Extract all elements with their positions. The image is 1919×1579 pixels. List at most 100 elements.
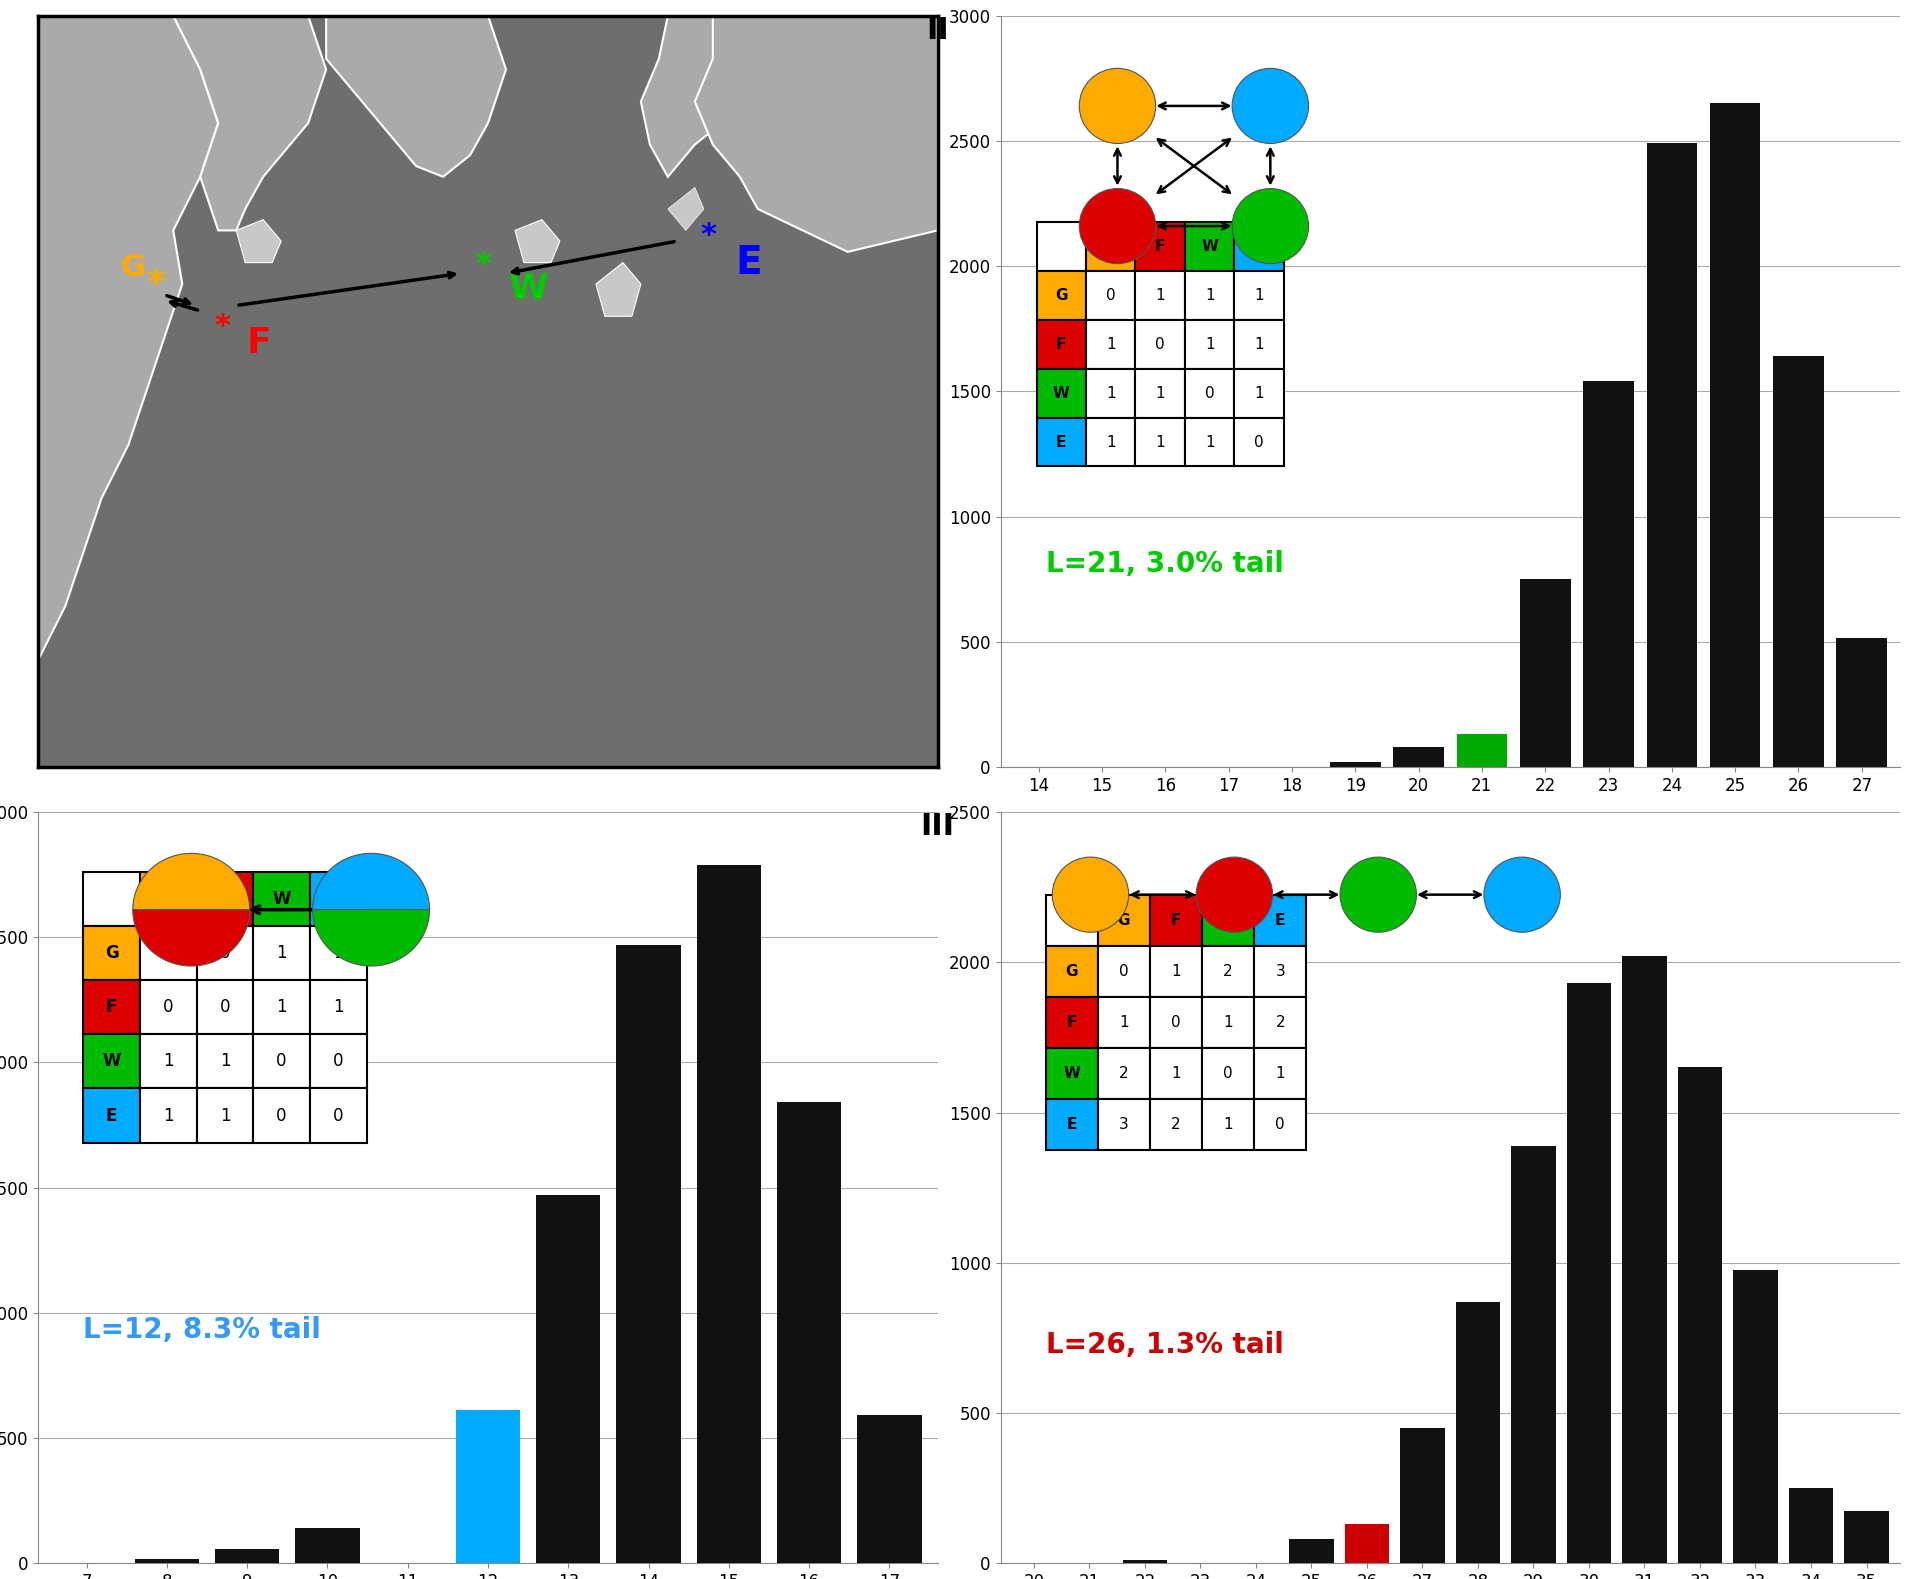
Bar xyxy=(1149,1048,1201,1099)
Bar xyxy=(1836,638,1886,767)
Bar xyxy=(1234,369,1284,418)
Bar xyxy=(196,927,253,981)
Bar xyxy=(1149,1099,1201,1150)
Ellipse shape xyxy=(1232,188,1309,264)
Text: 1: 1 xyxy=(276,998,288,1017)
Text: E: E xyxy=(1067,1116,1077,1132)
Bar xyxy=(1401,1427,1445,1563)
Ellipse shape xyxy=(1339,857,1416,932)
Bar xyxy=(1184,418,1234,466)
Text: E: E xyxy=(1253,240,1265,254)
Bar xyxy=(253,1034,311,1088)
Text: W: W xyxy=(272,891,292,908)
Bar xyxy=(1046,1099,1098,1150)
Bar xyxy=(1036,223,1086,272)
Bar xyxy=(1201,1099,1255,1150)
PathPatch shape xyxy=(132,910,249,966)
Bar xyxy=(253,1088,311,1143)
Bar xyxy=(1184,369,1234,418)
Bar xyxy=(858,1415,921,1563)
Bar xyxy=(1086,272,1136,321)
Text: F: F xyxy=(1155,240,1165,254)
Bar xyxy=(1098,1099,1149,1150)
Polygon shape xyxy=(38,16,219,660)
Polygon shape xyxy=(326,16,507,177)
Text: W: W xyxy=(1054,385,1069,401)
Text: 1: 1 xyxy=(1105,385,1115,401)
Bar xyxy=(616,944,681,1563)
Bar xyxy=(1457,1301,1501,1563)
Text: G: G xyxy=(1055,287,1067,303)
Bar xyxy=(1123,1560,1167,1563)
Bar xyxy=(1201,996,1255,1048)
Bar xyxy=(1622,957,1668,1563)
Text: G: G xyxy=(1117,913,1130,928)
Text: 0: 0 xyxy=(276,1053,286,1071)
Bar xyxy=(1136,272,1184,321)
Bar xyxy=(1184,321,1234,369)
Text: 0: 0 xyxy=(1205,385,1215,401)
Text: F: F xyxy=(106,998,117,1017)
Text: F: F xyxy=(1055,336,1067,352)
Bar xyxy=(1345,1524,1389,1563)
Polygon shape xyxy=(668,188,704,231)
Text: 1: 1 xyxy=(334,998,344,1017)
Text: E: E xyxy=(1055,434,1067,450)
Text: 0: 0 xyxy=(334,1107,344,1124)
Bar xyxy=(1234,418,1284,466)
Bar xyxy=(1184,223,1234,272)
Text: G: G xyxy=(1065,963,1078,979)
Text: E: E xyxy=(332,891,344,908)
Bar xyxy=(140,1034,196,1088)
Bar xyxy=(1086,418,1136,466)
Bar xyxy=(1844,1511,1888,1563)
Text: E: E xyxy=(735,243,762,281)
Bar xyxy=(311,1034,367,1088)
Text: III: III xyxy=(921,812,954,842)
Bar xyxy=(1046,1048,1098,1099)
Bar xyxy=(1290,1540,1334,1563)
Text: *: * xyxy=(476,249,491,279)
Text: *: * xyxy=(700,221,716,251)
Text: 1: 1 xyxy=(1171,963,1180,979)
Text: G: G xyxy=(1105,240,1117,254)
Bar xyxy=(1255,946,1307,996)
Bar xyxy=(1566,984,1612,1563)
Text: 1: 1 xyxy=(1255,287,1265,303)
Bar xyxy=(296,1528,359,1563)
Text: F: F xyxy=(246,327,271,360)
Text: W: W xyxy=(509,273,549,306)
Text: G: G xyxy=(121,254,146,283)
Bar xyxy=(1457,734,1506,767)
Bar xyxy=(311,927,367,981)
Text: L=21, 3.0% tail: L=21, 3.0% tail xyxy=(1046,549,1284,578)
Text: 0: 0 xyxy=(219,944,230,962)
Text: 0: 0 xyxy=(219,998,230,1017)
Bar xyxy=(1098,1048,1149,1099)
Bar xyxy=(1098,895,1149,946)
Text: 0: 0 xyxy=(163,944,173,962)
Bar xyxy=(1647,144,1696,767)
Ellipse shape xyxy=(1232,68,1309,144)
Text: 1: 1 xyxy=(334,944,344,962)
Text: W: W xyxy=(1220,913,1236,928)
Ellipse shape xyxy=(1196,857,1272,932)
Text: 1: 1 xyxy=(1205,336,1215,352)
Bar xyxy=(1733,1270,1777,1563)
Bar xyxy=(1149,996,1201,1048)
Text: 0: 0 xyxy=(334,1053,344,1071)
Text: 1: 1 xyxy=(1255,385,1265,401)
Bar xyxy=(1234,272,1284,321)
Bar xyxy=(1098,996,1149,1048)
Bar xyxy=(196,981,253,1034)
Bar xyxy=(83,872,140,927)
Bar xyxy=(1036,369,1086,418)
Text: 1: 1 xyxy=(1105,336,1115,352)
Bar xyxy=(1255,1048,1307,1099)
Bar xyxy=(1136,223,1184,272)
Bar xyxy=(1255,895,1307,946)
Bar xyxy=(1136,321,1184,369)
Text: L=12, 8.3% tail: L=12, 8.3% tail xyxy=(83,1315,320,1344)
Bar xyxy=(1789,1487,1833,1563)
Text: 1: 1 xyxy=(163,1107,173,1124)
